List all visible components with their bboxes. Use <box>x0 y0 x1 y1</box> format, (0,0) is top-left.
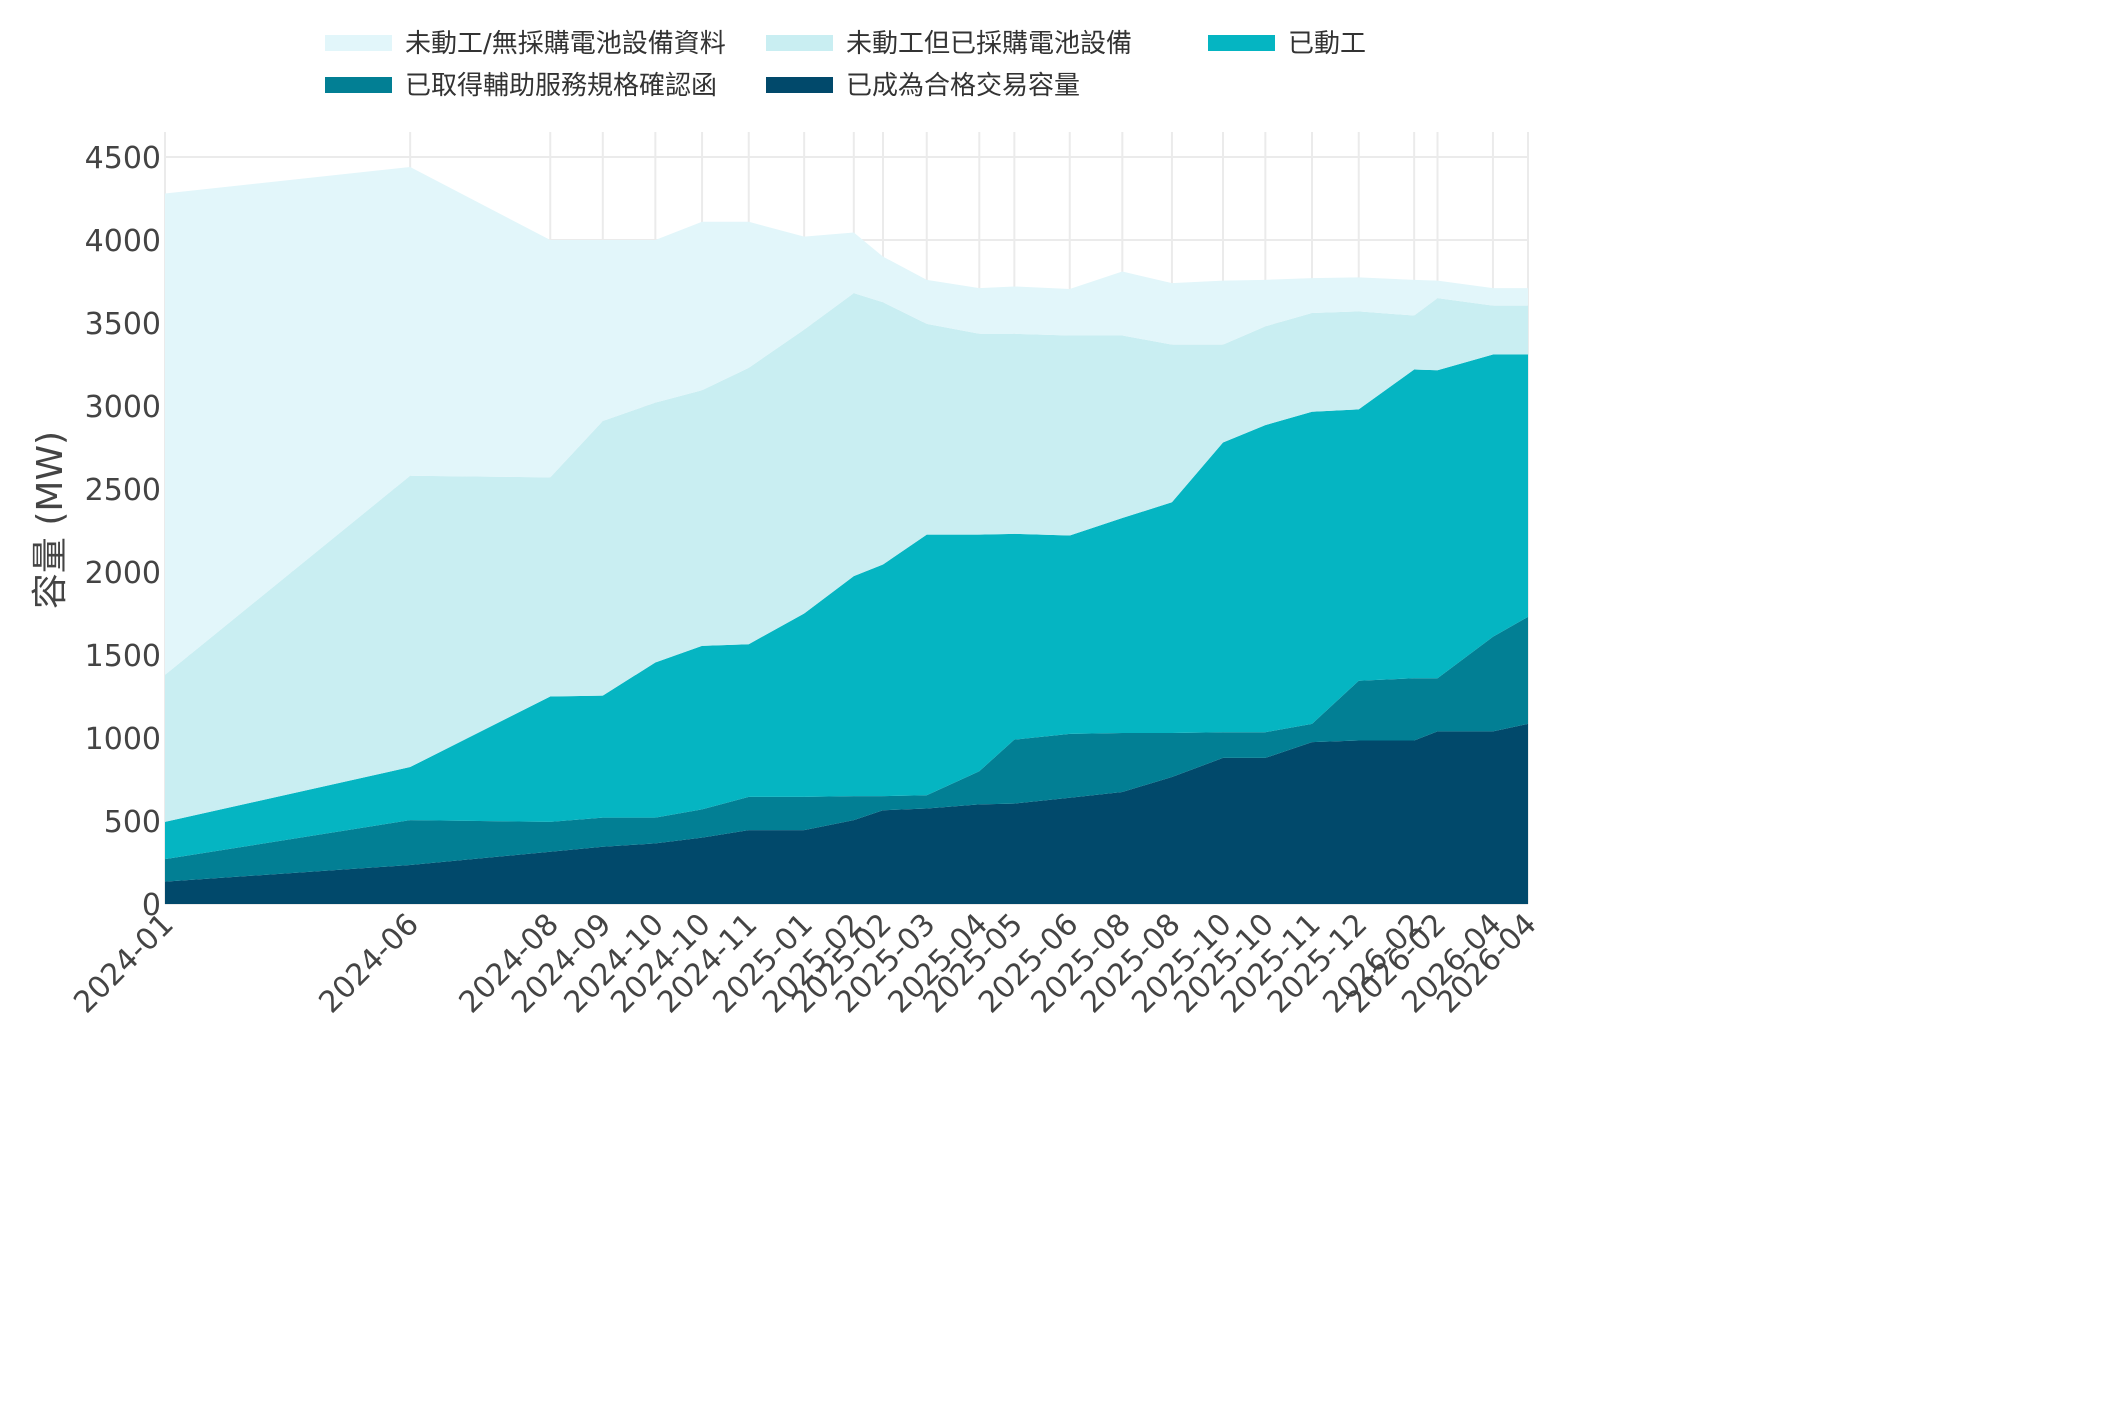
legend-swatch <box>766 77 833 93</box>
area-series-未動工但已採購電池設備 <box>165 293 1528 822</box>
y-tick-label: 1000 <box>85 722 161 757</box>
y-tick-label: 500 <box>104 805 161 840</box>
y-tick-label: 2500 <box>85 473 161 508</box>
legend-swatch <box>325 77 392 93</box>
y-tick-label: 1500 <box>85 639 161 674</box>
y-tick-label: 3500 <box>85 307 161 342</box>
area-series <box>165 166 1528 904</box>
y-tick-label: 0 <box>142 888 161 923</box>
legend-label: 已取得輔助服務規格確認函 <box>405 71 717 101</box>
legend-label: 未動工/無採購電池設備資料 <box>405 29 726 59</box>
stacked-area-chart: 0 500 1000 1500 2000 2500 3000 3500 4000 4500 202… <box>30 29 1544 1020</box>
y-tick-labels: 0 500 1000 1500 2000 2500 3000 3500 4000 4500 <box>85 141 161 923</box>
area-series-未動工/無採購電池設備資料 <box>165 166 1528 675</box>
y-tick-label: 2000 <box>85 556 161 591</box>
y-tick-label: 3000 <box>85 390 161 425</box>
x-tick-label: 2024-06 <box>312 907 425 1020</box>
legend-label: 已成為合格交易容量 <box>846 71 1080 101</box>
area-series-已取得輔助服務規格確認函 <box>165 616 1528 882</box>
x-tick-label: 2024-01 <box>67 907 180 1020</box>
area-series-已動工 <box>165 354 1528 860</box>
legend-swatch <box>766 35 833 51</box>
legend-label: 未動工但已採購電池設備 <box>846 29 1132 59</box>
legend-swatch <box>1208 35 1275 51</box>
y-tick-label: 4500 <box>85 141 161 176</box>
area-series-已成為合格交易容量 <box>165 723 1528 904</box>
legend-swatch <box>325 35 392 51</box>
x-tick-labels: 2024-01 2024-06 2024-082024-092024-102024-… <box>67 907 1543 1020</box>
y-tick-label: 4000 <box>85 224 161 259</box>
legend-label: 已動工 <box>1288 29 1366 59</box>
y-axis-label: 容量 (MW) <box>30 431 71 609</box>
